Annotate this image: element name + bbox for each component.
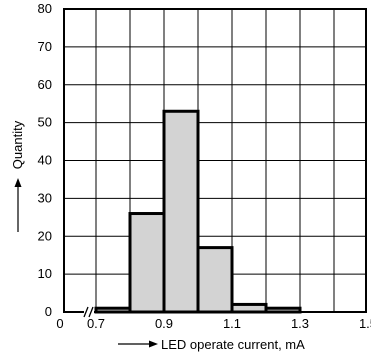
y-tick-label: 50 [38, 115, 52, 130]
histogram-bar [128, 212, 166, 314]
axis-break-gap [84, 306, 94, 318]
y-tick-label: 60 [38, 77, 52, 92]
grid-lines [64, 9, 366, 312]
y-tick-label: 0 [45, 304, 52, 319]
y-axis-label-group: Quantity [10, 120, 25, 232]
y-tick-labels: 0 10 20 30 40 50 60 70 80 [38, 1, 52, 319]
x-tick-label: 1.1 [223, 316, 241, 331]
x-axis-label: LED operate current, mA [161, 337, 305, 352]
y-axis-label: Quantity [10, 120, 25, 169]
axis-break-line [88, 306, 94, 318]
x-axis-label-group: LED operate current, mA [118, 337, 305, 352]
y-tick-label: 10 [38, 266, 52, 281]
x-tick-labels: 0.7 0.9 1.1 1.3 1.5 [87, 316, 371, 331]
x-tick-label: 0.7 [87, 316, 105, 331]
x-tick-label: 0.9 [155, 316, 173, 331]
plot-frame [63, 8, 367, 313]
histogram-bar [196, 246, 234, 314]
y-tick-label: 40 [38, 153, 52, 168]
y-axis-arrow-head [14, 178, 22, 187]
x-axis-arrow-head [149, 340, 158, 348]
y-tick-label: 70 [38, 39, 52, 54]
y-tick-label: 30 [38, 190, 52, 205]
bars-group [94, 109, 302, 314]
x-origin-label: 0 [56, 316, 63, 331]
axis-break-mark [83, 306, 94, 318]
x-tick-label: 1.3 [291, 316, 309, 331]
y-tick-label: 20 [38, 228, 52, 243]
x-tick-label: 1.5 [359, 316, 371, 331]
y-tick-label: 80 [38, 1, 52, 16]
histogram-bar [230, 302, 268, 314]
histogram-bar [162, 109, 200, 314]
axis-break-line [83, 306, 89, 318]
